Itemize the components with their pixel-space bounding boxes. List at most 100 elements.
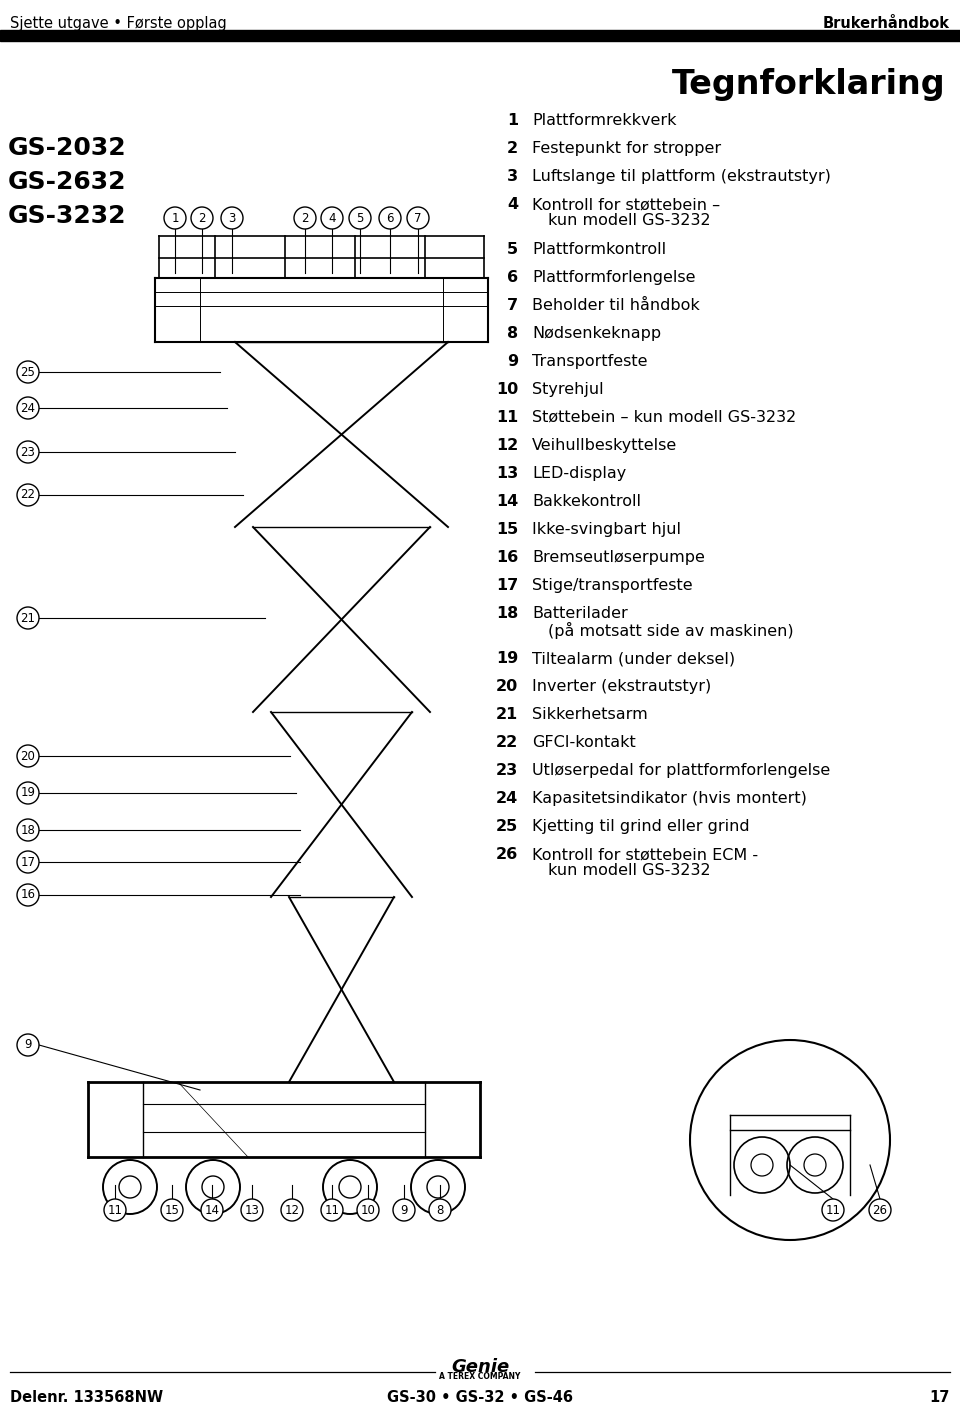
Circle shape (869, 1200, 891, 1221)
Text: kun modell GS-3232: kun modell GS-3232 (548, 864, 710, 878)
Text: 13: 13 (245, 1204, 259, 1217)
Text: 26: 26 (873, 1204, 887, 1217)
Text: 3: 3 (507, 169, 518, 184)
Text: Bremseutløserpumpe: Bremseutløserpumpe (532, 550, 705, 564)
Text: 12: 12 (284, 1204, 300, 1217)
Text: Delenr. 133568NW: Delenr. 133568NW (10, 1390, 163, 1405)
Text: 21: 21 (20, 611, 36, 624)
Text: Veihullbeskyttelse: Veihullbeskyttelse (532, 438, 677, 452)
Text: Kontroll for støttebein –: Kontroll for støttebein – (532, 197, 720, 213)
Circle shape (294, 207, 316, 228)
Text: Sjette utgave • Første opplag: Sjette utgave • Første opplag (10, 16, 227, 31)
Text: GFCI-kontakt: GFCI-kontakt (532, 735, 636, 750)
Text: GS-2032: GS-2032 (8, 136, 127, 160)
Text: Plattformrekkverk: Plattformrekkverk (532, 113, 677, 128)
Text: 13: 13 (495, 467, 518, 481)
Circle shape (17, 820, 39, 841)
Circle shape (17, 744, 39, 767)
Text: A TEREX COMPANY: A TEREX COMPANY (440, 1373, 520, 1381)
Text: Plattformforlengelse: Plattformforlengelse (532, 269, 695, 285)
Text: 18: 18 (20, 824, 36, 837)
Text: Kjetting til grind eller grind: Kjetting til grind eller grind (532, 820, 750, 834)
Circle shape (17, 607, 39, 630)
Text: 26: 26 (495, 847, 518, 862)
Text: 24: 24 (20, 401, 36, 414)
Text: 5: 5 (356, 211, 364, 224)
Text: Festepunkt for stropper: Festepunkt for stropper (532, 140, 721, 156)
Circle shape (357, 1200, 379, 1221)
Text: (på motsatt side av maskinen): (på motsatt side av maskinen) (548, 623, 794, 640)
Text: 19: 19 (495, 651, 518, 666)
Circle shape (379, 207, 401, 228)
Text: 5: 5 (507, 242, 518, 257)
Circle shape (17, 851, 39, 873)
Text: 2: 2 (301, 211, 309, 224)
Text: 17: 17 (495, 579, 518, 593)
Text: 15: 15 (164, 1204, 180, 1217)
Text: 9: 9 (507, 354, 518, 369)
Text: Brukerhåndbok: Brukerhåndbok (823, 16, 950, 31)
Text: 11: 11 (324, 1204, 340, 1217)
Circle shape (321, 1200, 343, 1221)
Text: 17: 17 (20, 855, 36, 868)
Text: 24: 24 (495, 791, 518, 805)
Text: Transportfeste: Transportfeste (532, 354, 647, 369)
Text: 1: 1 (171, 211, 179, 224)
Circle shape (17, 883, 39, 906)
Circle shape (17, 1034, 39, 1056)
Circle shape (164, 207, 186, 228)
Circle shape (221, 207, 243, 228)
Text: 1: 1 (507, 113, 518, 128)
Text: Sikkerhetsarm: Sikkerhetsarm (532, 708, 648, 722)
Text: 10: 10 (495, 381, 518, 397)
Text: Kapasitetsindikator (hvis montert): Kapasitetsindikator (hvis montert) (532, 791, 806, 805)
Text: LED-display: LED-display (532, 467, 626, 481)
Bar (0, 30, 960, 41)
Text: 15: 15 (495, 522, 518, 537)
Text: GS-30 • GS-32 • GS-46: GS-30 • GS-32 • GS-46 (387, 1390, 573, 1405)
Text: 2: 2 (199, 211, 205, 224)
Circle shape (17, 781, 39, 804)
Text: 12: 12 (495, 438, 518, 452)
Text: 8: 8 (507, 326, 518, 340)
Text: Beholder til håndbok: Beholder til håndbok (532, 298, 700, 313)
Text: Plattformkontroll: Plattformkontroll (532, 242, 666, 257)
Text: 3: 3 (228, 211, 236, 224)
Text: 11: 11 (826, 1204, 841, 1217)
Text: 11: 11 (495, 410, 518, 425)
Text: 20: 20 (20, 750, 36, 763)
Text: 20: 20 (495, 679, 518, 693)
Text: 23: 23 (495, 763, 518, 778)
Text: 4: 4 (328, 211, 336, 224)
Text: 25: 25 (495, 820, 518, 834)
Circle shape (321, 207, 343, 228)
Text: 14: 14 (204, 1204, 220, 1217)
Text: Tegnforklaring: Tegnforklaring (671, 68, 945, 101)
Text: 9: 9 (24, 1038, 32, 1052)
Text: Støttebein – kun modell GS-3232: Støttebein – kun modell GS-3232 (532, 410, 796, 425)
Text: 22: 22 (20, 488, 36, 502)
Text: 16: 16 (20, 889, 36, 902)
Text: Kontroll for støttebein ECM -: Kontroll for støttebein ECM - (532, 847, 758, 862)
Text: 25: 25 (20, 366, 36, 379)
Text: 4: 4 (507, 197, 518, 213)
Text: kun modell GS-3232: kun modell GS-3232 (548, 213, 710, 228)
Circle shape (17, 397, 39, 418)
Text: 23: 23 (20, 445, 36, 458)
Text: Tiltealarm (under deksel): Tiltealarm (under deksel) (532, 651, 735, 666)
Text: 22: 22 (495, 735, 518, 750)
Text: 19: 19 (20, 787, 36, 800)
Circle shape (17, 484, 39, 506)
Text: 18: 18 (495, 605, 518, 621)
Circle shape (241, 1200, 263, 1221)
Text: Styrehjul: Styrehjul (532, 381, 604, 397)
Circle shape (17, 441, 39, 464)
Text: 7: 7 (507, 298, 518, 313)
Text: 8: 8 (436, 1204, 444, 1217)
Text: 9: 9 (400, 1204, 408, 1217)
Circle shape (161, 1200, 183, 1221)
Text: 6: 6 (386, 211, 394, 224)
Text: GS-3232: GS-3232 (8, 204, 127, 228)
Text: 7: 7 (415, 211, 421, 224)
Circle shape (201, 1200, 223, 1221)
